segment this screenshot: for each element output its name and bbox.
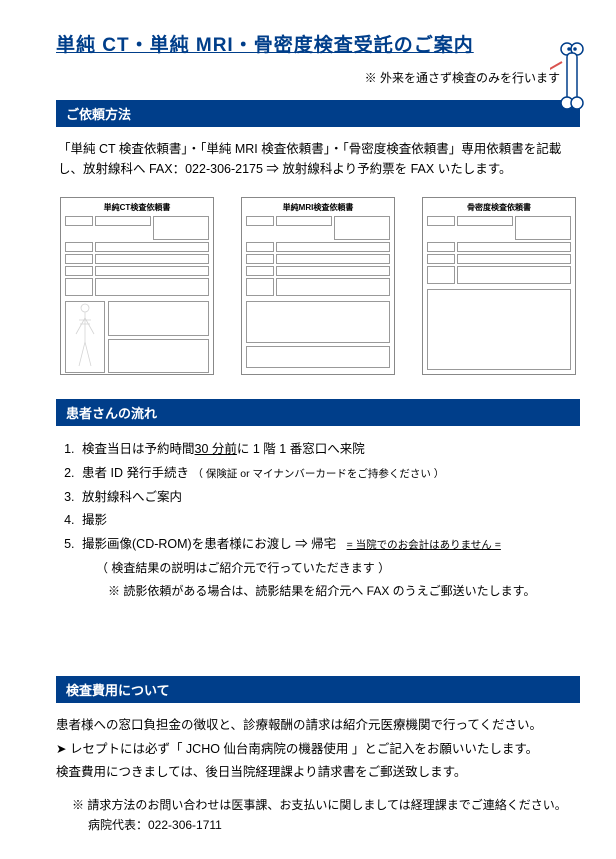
- list-item: 撮影: [78, 509, 580, 533]
- text: に 1 階 1 番窓口へ来院: [237, 442, 365, 456]
- list-item: 放射線科へご案内: [78, 486, 580, 510]
- text: 患者 ID 発行手続き: [82, 466, 189, 480]
- form-title: 単純MRI検査依頼書: [246, 202, 390, 213]
- paren: （ 保険証 or マイナンバーカードをご持参ください ）: [192, 468, 444, 480]
- section-header-cost: 検査費用について: [56, 676, 580, 703]
- page-title: 単純 CT・単純 MRI・骨密度検査受託のご案内: [56, 30, 580, 57]
- sub-note: （ 検査結果の説明はご紹介元で行っていただきます ）: [82, 557, 580, 580]
- patient-flow-list: 検査当日は予約時間30 分前に 1 階 1 番窓口へ来院 患者 ID 発行手続き…: [56, 438, 580, 602]
- request-body: 「単純 CT 検査依頼書」・「単純 MRI 検査依頼書」・「骨密度検査依頼書」専…: [56, 139, 580, 179]
- form-title: 骨密度検査依頼書: [427, 202, 571, 213]
- footer-note: ※ 請求方法のお問い合わせは医事課、お支払いに関しましては経理課までご連絡くださ…: [56, 795, 580, 836]
- text: 撮影画像(CD-ROM)を患者様にお渡し ⇒ 帰宅: [82, 537, 336, 551]
- footer-line: ※ 請求方法のお問い合わせは医事課、お支払いに関しましては経理課までご連絡くださ…: [72, 795, 580, 815]
- footer-phone: 病院代表：022-306-1711: [72, 815, 580, 835]
- cost-line: 患者様への窓口負担金の徴収と、診療報酬の請求は紹介元医療機関で行ってください。: [56, 715, 580, 736]
- form-ct: 単純CT検査依頼書: [60, 197, 214, 375]
- section-header-request: ご依頼方法: [56, 100, 580, 127]
- sub-note: ※ 読影依頼がある場合は、読影結果を紹介元へ FAX のうえご郵送いたします。: [82, 580, 580, 603]
- emph: 30 分前: [195, 442, 237, 456]
- sub-note: ※ 外来を通さず検査のみを行います: [56, 69, 580, 86]
- cost-line: 検査費用につきましては、後日当院経理課より請求書をご郵送致します。: [56, 762, 580, 783]
- cost-section: 患者様への窓口負担金の徴収と、診療報酬の請求は紹介元医療機関で行ってください。 …: [56, 715, 580, 783]
- list-item: 検査当日は予約時間30 分前に 1 階 1 番窓口へ来院: [78, 438, 580, 462]
- form-title: 単純CT検査依頼書: [65, 202, 209, 213]
- section-header-flow: 患者さんの流れ: [56, 399, 580, 426]
- list-item: 患者 ID 発行手続き （ 保険証 or マイナンバーカードをご持参ください ）: [78, 462, 580, 486]
- form-bone: 骨密度検査依頼書: [422, 197, 576, 375]
- form-mri: 単純MRI検査依頼書: [241, 197, 395, 375]
- text: 検査当日は予約時間: [82, 442, 195, 456]
- cost-line: ➤ レセプトには必ず「 JCHO 仙台南病院の機器使用 」とご記入をお願いいたし…: [56, 739, 580, 760]
- note: = 当院でのお会計はありません =: [347, 539, 501, 551]
- list-item: 撮影画像(CD-ROM)を患者様にお渡し ⇒ 帰宅 = 当院でのお会計はありませ…: [78, 533, 580, 602]
- bone-mascot-icon: [550, 40, 594, 120]
- forms-row: 単純CT検査依頼書 単純MRI検査依頼書 骨密度検査依頼書: [56, 197, 580, 375]
